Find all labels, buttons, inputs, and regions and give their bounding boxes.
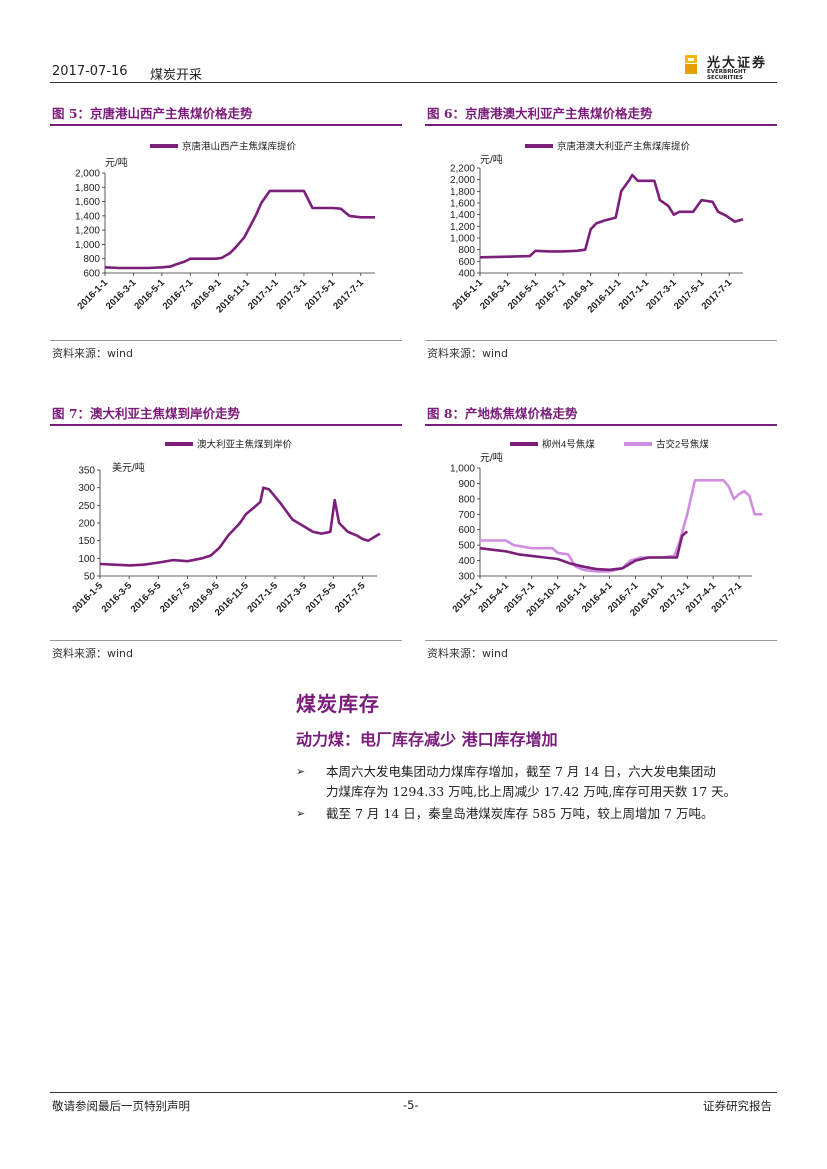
x-tick-label: 2016-1-5	[70, 580, 105, 615]
y-tick-label: 1,800	[450, 187, 475, 198]
legend-label: 古交2号焦煤	[656, 439, 709, 451]
figure-6-source: 资料来源：wind	[427, 347, 509, 360]
figure-7-title-rule	[50, 424, 402, 426]
y-tick-label: 1,800	[75, 183, 100, 194]
y-tick-label: 1,000	[75, 240, 100, 251]
figure-5-title-rule	[50, 124, 402, 126]
figure-6-title-rule	[425, 124, 777, 126]
figure-6-bottom-rule	[425, 340, 777, 341]
bullet-arrow-icon: ➢	[296, 807, 306, 820]
footer-report-type: 证券研究报告	[703, 1099, 772, 1113]
x-tick-label: 2016-7-5	[158, 580, 193, 615]
header-rule	[50, 82, 777, 83]
y-tick-label: 1,200	[75, 226, 100, 237]
figure-8-bottom-rule	[425, 640, 777, 641]
x-tick-label: 2017-7-1	[700, 277, 735, 312]
y-tick-label: 800	[458, 494, 475, 505]
figure-7-title: 图 7：澳大利亚主焦煤到岸价走势	[52, 406, 241, 421]
bullet-line: 本周六大发电集团动力煤库存增加，截至 7 月 14 日，六大发电集团动	[326, 764, 716, 779]
series-line	[479, 173, 744, 259]
header-sector: 煤炭开采	[150, 68, 203, 83]
figure-8-title: 图 8：产地炼焦煤价格走势	[427, 406, 578, 421]
y-tick-label: 1,000	[450, 464, 475, 475]
series-line	[480, 478, 763, 573]
bullet-arrow-icon: ➢	[296, 765, 306, 778]
y-tick-label: 1,200	[450, 222, 475, 233]
footer-rule	[50, 1092, 777, 1093]
y-tick-label: 900	[458, 479, 475, 490]
y-tick-label: 2,000	[75, 169, 100, 180]
x-tick-label: 2017-1-5	[245, 580, 280, 615]
series-line	[479, 530, 689, 572]
figure-5-source: 资料来源：wind	[52, 347, 134, 360]
figure-5-title: 图 5：京唐港山西产主焦煤价格走势	[52, 106, 253, 121]
y-tick-label: 350	[78, 466, 95, 477]
y-tick-label: 200	[78, 519, 95, 530]
figure-5-bottom-rule	[50, 340, 402, 341]
logo-icon	[685, 55, 697, 74]
bullet-line: 截至 7 月 14 日，秦皇岛港煤炭库存 585 万吨，较上周增加 7 万吨。	[326, 806, 714, 821]
legend-label: 柳州4号焦煤	[542, 439, 595, 451]
logo-en: EVERBRIGHT SECURITIES	[707, 69, 747, 81]
legend-label: 澳大利亚主焦煤到岸价	[197, 439, 293, 451]
section-title: 煤炭库存	[296, 692, 380, 716]
y-tick-label: 1,600	[75, 197, 100, 208]
bullet-item: ➢ 截至 7 月 14 日，秦皇岛港煤炭库存 585 万吨，较上周增加 7 万吨…	[296, 804, 781, 824]
series-line	[99, 486, 381, 567]
y-tick-label: 2,000	[450, 175, 475, 186]
footer-disclaimer: 敬请参阅最后一页特别声明	[52, 1099, 190, 1113]
y-tick-label: 300	[458, 572, 475, 583]
figure-8-title-rule	[425, 424, 777, 426]
x-tick-label: 2017-7-1	[331, 277, 366, 312]
y-axis-label: 美元/吨	[112, 461, 145, 474]
x-tick-label: 2017-7-5	[333, 580, 368, 615]
x-tick-label: 2017-5-5	[304, 580, 339, 615]
y-tick-label: 1,600	[450, 199, 475, 210]
figure-7-source: 资料来源：wind	[52, 647, 134, 660]
y-tick-label: 800	[83, 254, 100, 265]
figure-8-source: 资料来源：wind	[427, 647, 509, 660]
y-tick-label: 600	[458, 257, 475, 268]
series-line	[104, 189, 375, 270]
y-axis-label: 元/吨	[480, 153, 503, 166]
company-logo: 光大证券 EVERBRIGHT SECURITIES	[683, 52, 783, 81]
bullet-line: 力煤库存为 1294.33 万吨,比上周减少 17.42 万吨,库存可用天数 1…	[326, 784, 737, 799]
y-tick-label: 100	[78, 554, 95, 565]
y-tick-label: 400	[458, 556, 475, 567]
y-tick-label: 1,400	[450, 210, 475, 221]
y-tick-label: 50	[84, 572, 96, 583]
figure-7-bottom-rule	[50, 640, 402, 641]
y-tick-label: 500	[458, 541, 475, 552]
y-tick-label: 600	[458, 525, 475, 536]
y-tick-label: 400	[458, 269, 475, 280]
y-tick-label: 700	[458, 510, 475, 521]
figure-6-title: 图 6：京唐港澳大利亚产主焦煤价格走势	[427, 106, 653, 121]
y-tick-label: 150	[78, 536, 95, 547]
legend-label: 京唐港澳大利亚产主焦煤库提价	[557, 141, 691, 153]
y-tick-label: 1,400	[75, 211, 100, 222]
section-subtitle: 动力煤：电厂库存减少 港口库存增加	[296, 730, 558, 749]
bullet-item: ➢ 本周六大发电集团动力煤库存增加，截至 7 月 14 日，六大发电集团动 力煤…	[296, 762, 781, 802]
x-tick-label: 2016-5-5	[129, 580, 164, 615]
y-tick-label: 800	[458, 245, 475, 256]
header-date: 2017-07-16	[52, 64, 128, 79]
logo-cn: 光大证券	[707, 56, 768, 71]
y-axis-label: 元/吨	[480, 451, 503, 464]
y-tick-label: 300	[78, 483, 95, 494]
y-tick-label: 250	[78, 501, 95, 512]
page-number: -5-	[403, 1098, 419, 1112]
y-axis-label: 元/吨	[105, 156, 128, 169]
x-tick-label: 2017-3-5	[275, 580, 310, 615]
y-tick-label: 600	[83, 269, 100, 280]
legend-label: 京唐港山西产主焦煤库提价	[182, 141, 297, 153]
y-tick-label: 1,000	[450, 234, 475, 245]
y-tick-label: 2,200	[450, 164, 475, 175]
x-tick-label: 2016-3-5	[100, 580, 135, 615]
